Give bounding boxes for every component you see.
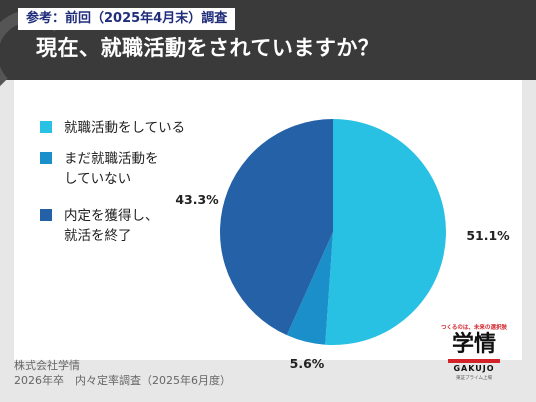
pie-label-not-started: 5.6% — [290, 356, 325, 371]
source-company: 株式会社学情 — [14, 359, 80, 372]
pie-slice-not-started — [286, 232, 333, 345]
legend-swatch-searching — [40, 121, 52, 133]
pie-label-finished: 43.3% — [175, 192, 219, 207]
pie-label-searching: 51.1% — [466, 228, 510, 243]
logo-wordmark: 学情 — [451, 332, 496, 357]
survey-reference-tag: 参考：前回（2025年4月末）調査 — [18, 8, 236, 30]
logo-romaji: GAKUJO — [453, 364, 495, 373]
pie-slice-searching — [325, 119, 446, 345]
pie-slice-finished — [219, 119, 333, 336]
legend-label-finished: 内定を獲得し、 就活を終了 — [64, 208, 159, 244]
gakujo-logo: つくるのは、未来の選択肢 学情 GAKUJO 東証プライム上場 — [426, 323, 522, 383]
page-title: 現在、就職活動をされていますか？ — [36, 36, 380, 60]
legend-swatch-not-started — [40, 152, 52, 164]
legend-label-searching: 就職活動をしている — [64, 120, 186, 136]
logo-listing: 東証プライム上場 — [456, 376, 492, 381]
legend-label-not-started: まだ就職活動を していない — [64, 151, 159, 187]
source-note: 株式会社学情 2026年卒 内々定率調査（2025年6月度） — [14, 358, 231, 388]
logo-bar — [448, 359, 500, 363]
legend-swatch-finished — [40, 209, 52, 221]
source-survey: 2026年卒 内々定率調査（2025年6月度） — [14, 374, 231, 387]
logo-tagline: つくるのは、未来の選択肢 — [441, 325, 507, 331]
